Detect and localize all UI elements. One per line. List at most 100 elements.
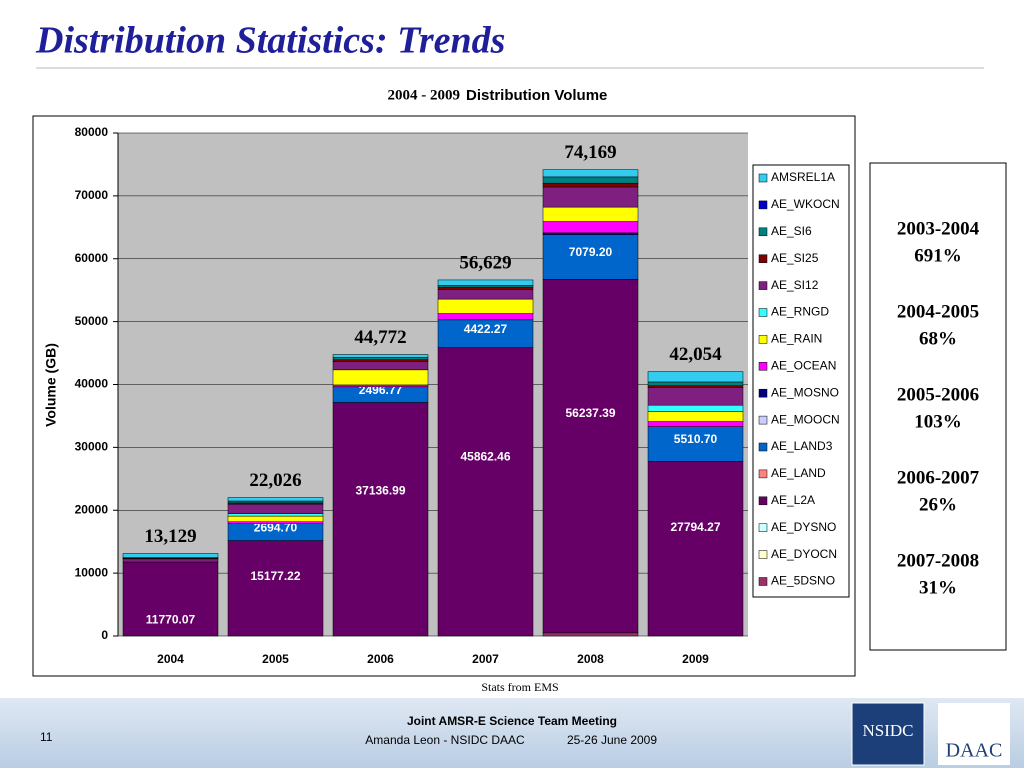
legend-swatch bbox=[758, 281, 768, 290]
growth-period: 2005-2006 bbox=[897, 384, 979, 405]
source-note: Stats from EMS bbox=[481, 680, 558, 694]
bar-segment bbox=[437, 286, 534, 290]
x-tick-label: 2009 bbox=[682, 652, 709, 666]
logo-daac-text: DAAC bbox=[946, 740, 1003, 762]
growth-change: 68% bbox=[919, 328, 957, 349]
bar-segment bbox=[332, 354, 429, 358]
y-tick-label: 80000 bbox=[75, 125, 109, 139]
total-label: 13,129 bbox=[144, 526, 196, 547]
bar-segment bbox=[647, 381, 744, 386]
bar-segment bbox=[332, 359, 429, 362]
legend-swatch bbox=[758, 173, 768, 183]
bar-segment bbox=[122, 561, 219, 637]
y-tick-label: 30000 bbox=[75, 440, 109, 454]
slide-title: Distribution Statistics: Trends bbox=[35, 20, 505, 62]
footer-date: 25-26 June 2009 bbox=[567, 733, 657, 747]
legend-swatch bbox=[758, 308, 768, 317]
legend-label: AE_RNGD bbox=[771, 305, 829, 319]
legend-label: AE_SI12 bbox=[771, 278, 819, 292]
bar-segment bbox=[647, 385, 744, 388]
bar-segment bbox=[227, 515, 324, 522]
bar-segment bbox=[542, 632, 639, 637]
growth-period: 2003-2004 bbox=[897, 218, 980, 239]
legend-label: AE_LAND bbox=[771, 466, 826, 480]
value-label: 56237.39 bbox=[565, 406, 615, 420]
bar-segment bbox=[542, 221, 639, 234]
legend-swatch bbox=[758, 200, 768, 210]
bar-segment bbox=[542, 176, 639, 184]
bar-segment bbox=[332, 369, 429, 386]
legend-label: AMSREL1A bbox=[771, 170, 835, 184]
x-tick-label: 2005 bbox=[262, 652, 289, 666]
total-label: 74,169 bbox=[564, 142, 616, 163]
x-tick-label: 2008 bbox=[577, 652, 604, 666]
value-label: 15177.22 bbox=[250, 569, 300, 583]
bar-segment bbox=[647, 387, 744, 406]
legend-label: AE_MOOCN bbox=[771, 412, 840, 426]
bar-segment bbox=[122, 558, 219, 563]
bar-segment bbox=[227, 513, 324, 517]
footer-meeting: Joint AMSR-E Science Team Meeting bbox=[407, 714, 617, 728]
bar-segment bbox=[542, 186, 639, 208]
bar-segment bbox=[542, 182, 639, 188]
legend-swatch bbox=[758, 227, 768, 237]
y-tick-label: 50000 bbox=[75, 314, 109, 328]
bar-segment bbox=[542, 234, 639, 280]
total-label: 44,772 bbox=[354, 327, 406, 348]
legend-label: AE_DYOCN bbox=[771, 547, 837, 561]
x-tick-label: 2006 bbox=[367, 652, 394, 666]
legend-swatch bbox=[758, 335, 768, 344]
legend-label: AE_5DSNO bbox=[771, 574, 835, 588]
total-label: 42,054 bbox=[669, 344, 722, 365]
value-label: 45862.46 bbox=[460, 449, 510, 463]
y-axis-label: Volume (GB) bbox=[43, 343, 59, 427]
legend-label: AE_SI25 bbox=[771, 251, 819, 265]
chart-title-years: 2004 - 2009 bbox=[388, 87, 461, 103]
bar-segment bbox=[542, 232, 639, 236]
growth-change: 103% bbox=[914, 411, 962, 432]
x-tick-label: 2004 bbox=[157, 652, 184, 666]
logo-nsidc bbox=[851, 702, 925, 766]
bar-segment bbox=[437, 285, 534, 288]
total-label: 56,629 bbox=[459, 252, 511, 273]
value-label: 4422.27 bbox=[464, 322, 508, 336]
bar-segment bbox=[332, 384, 429, 388]
y-tick-label: 60000 bbox=[75, 251, 109, 265]
bar-segment bbox=[437, 298, 534, 314]
legend-swatch bbox=[758, 496, 768, 506]
logo-nsidc-text: NSIDC bbox=[862, 721, 913, 740]
bar-segment bbox=[437, 279, 534, 286]
legend-label: AE_DYSNO bbox=[771, 520, 836, 534]
bar-segment bbox=[542, 279, 639, 634]
footer-presenter: Amanda Leon - NSIDC DAAC bbox=[365, 733, 525, 747]
y-tick-label: 70000 bbox=[75, 188, 109, 202]
bar-segment bbox=[647, 426, 744, 462]
total-label: 22,026 bbox=[249, 470, 301, 491]
legend-swatch bbox=[758, 550, 768, 559]
legend-swatch bbox=[758, 362, 768, 371]
bar-segment bbox=[647, 404, 744, 412]
page-number: 11 bbox=[40, 730, 53, 744]
legend-label: AE_RAIN bbox=[771, 332, 822, 346]
bar-segment bbox=[647, 460, 744, 637]
legend-label: AE_WKOCN bbox=[771, 197, 840, 211]
bar-segment bbox=[647, 421, 744, 427]
growth-period: 2004-2005 bbox=[897, 301, 979, 322]
legend-label: AE_LAND3 bbox=[771, 439, 833, 453]
bar-segment bbox=[227, 500, 324, 504]
value-label: 11770.07 bbox=[146, 612, 196, 626]
growth-box bbox=[869, 162, 1007, 651]
bar-segment bbox=[332, 357, 429, 361]
bar-segment bbox=[647, 371, 744, 383]
bar-segment bbox=[647, 411, 744, 422]
bar-segment bbox=[542, 169, 639, 178]
legend-swatch bbox=[758, 415, 768, 425]
bar-segment bbox=[227, 540, 324, 637]
growth-change: 26% bbox=[919, 494, 957, 515]
legend-label: AE_L2A bbox=[771, 493, 815, 507]
y-tick-label: 0 bbox=[101, 628, 108, 642]
growth-period: 2006-2007 bbox=[897, 467, 980, 488]
value-label: 37136.99 bbox=[355, 483, 405, 497]
bar-segment bbox=[542, 206, 639, 222]
